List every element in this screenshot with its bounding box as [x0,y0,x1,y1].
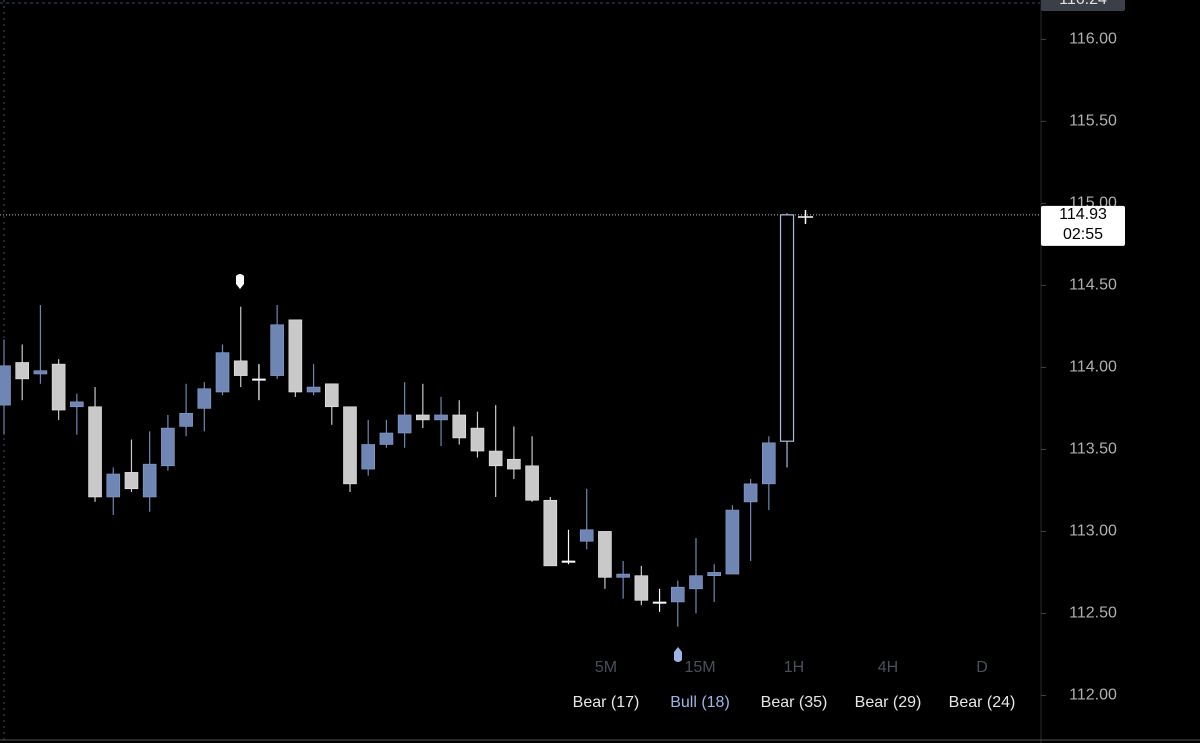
candle-body [707,572,721,577]
candle-body [252,378,266,381]
timeframe-signal: Bear (24) [949,694,1016,711]
candle-body [779,214,795,442]
last-price-box [1041,205,1125,246]
y-tick-label: 115.50 [1069,113,1117,130]
candle-body [161,427,175,467]
y-tick-label: 114.00 [1069,359,1117,376]
candle-body [88,406,102,498]
candle-body [106,473,121,498]
candle-body [33,370,48,375]
candle-body [270,324,284,376]
y-tick-label: 112.00 [1069,687,1117,704]
crosshair-price-box [1041,0,1125,11]
candle-body [725,509,740,575]
candle-body [488,450,503,467]
timeframe-signal: Bull (18) [670,694,730,711]
candle-body [543,499,558,567]
candle-body [689,575,703,590]
countdown: 02:55 [1063,226,1103,243]
candle-body [197,388,212,409]
last-price: 114.93 [1059,206,1107,223]
crosshair-price: 116.24 [1059,0,1107,8]
y-tick-label: 113.00 [1069,523,1117,540]
crosshair [798,210,813,224]
candle-body [598,531,612,578]
timeframe-label: 5M [595,659,617,676]
candle-body [434,414,448,421]
candle-body [397,414,412,434]
y-tick-label: 116.00 [1069,31,1117,48]
candle-body [762,442,776,485]
candle-body [379,432,394,445]
candle-body [233,360,248,376]
y-tick-label: 113.50 [1069,441,1117,458]
timeframe-signal: Bear (29) [855,694,922,711]
candle-body [0,365,11,406]
candle-body [70,401,84,408]
swing-low-marker [674,647,682,662]
candle-body [507,458,521,470]
candle-body [670,586,685,603]
timeframe-label: 4H [878,659,898,676]
candle-body [361,444,376,470]
candle-body [343,406,357,485]
plot [0,213,795,627]
timeframe-signal: Bear (17) [573,694,640,711]
candle-body [634,575,649,601]
candle-body [15,362,30,380]
candle-body [561,560,576,563]
candle-body [51,363,66,411]
swing-high-marker [236,274,244,289]
y-tick-label: 114.50 [1069,277,1117,294]
candle-body [288,319,303,393]
timeframe-label: 15M [684,659,715,676]
timeframe-signal: Bear (35) [761,694,828,711]
timeframe-label: D [976,659,988,676]
candle-body [452,414,467,439]
candle-body [470,427,485,452]
candle-body [579,529,594,542]
candle-body [142,463,157,498]
candle-body [416,414,430,421]
candle-body [525,465,539,501]
candle-body [306,386,321,393]
candle-body [124,472,139,490]
candle-body [215,352,230,393]
candle-body [616,573,630,578]
y-tick-label: 112.50 [1069,605,1117,622]
candle-body [179,413,193,427]
candle-body [652,601,667,604]
candle-body [743,483,758,503]
candle-body [324,383,339,408]
timeframe-label: 1H [784,659,804,676]
